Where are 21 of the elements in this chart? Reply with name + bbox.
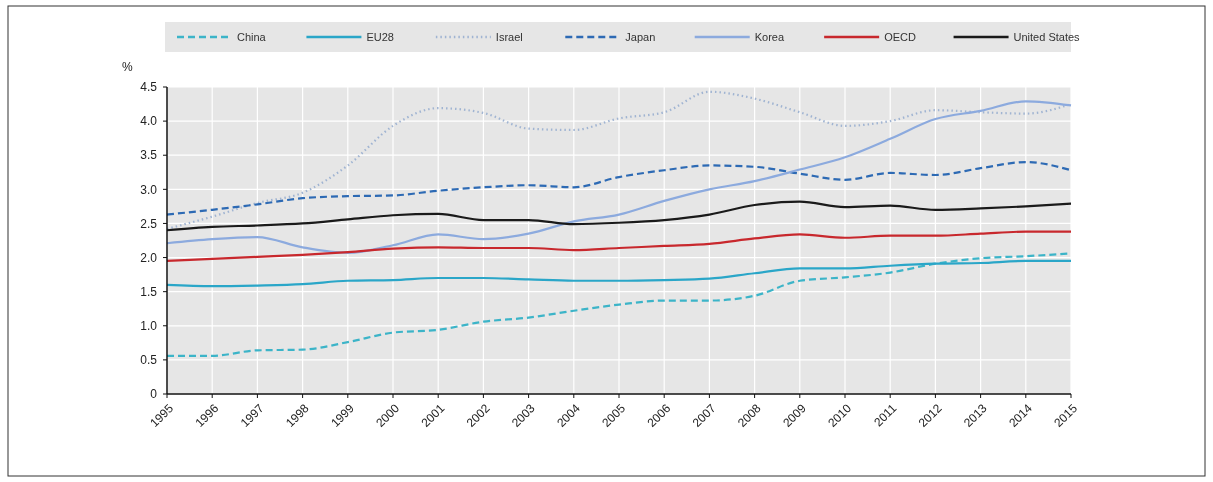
line-series bbox=[165, 100, 1073, 254]
legend-label: Japan bbox=[625, 30, 656, 43]
y-tick-label: 4.0 bbox=[140, 114, 158, 129]
y-tick-label: 0 bbox=[150, 387, 158, 402]
legend-label: China bbox=[237, 30, 267, 43]
y-tick-label: 1.5 bbox=[140, 284, 158, 299]
y-tick-label: 3.0 bbox=[140, 182, 158, 197]
legend-label: United States bbox=[1013, 30, 1081, 43]
y-tick-label: 3.5 bbox=[140, 148, 158, 163]
y-tick-label: 4.5 bbox=[140, 80, 158, 95]
y-tick-label: 2.0 bbox=[140, 250, 158, 265]
legend-label: Israel bbox=[495, 30, 523, 43]
legend-label: OECD bbox=[884, 30, 916, 43]
y-axis-title: % bbox=[122, 60, 133, 74]
line-series bbox=[165, 230, 1073, 263]
legend-label: Korea bbox=[754, 30, 785, 43]
legend-label: EU28 bbox=[366, 30, 394, 43]
y-tick-label: 0.5 bbox=[140, 353, 158, 368]
y-tick-label: 1.0 bbox=[140, 318, 158, 333]
y-tick-label: 2.5 bbox=[140, 216, 158, 231]
line-series bbox=[165, 259, 1073, 288]
